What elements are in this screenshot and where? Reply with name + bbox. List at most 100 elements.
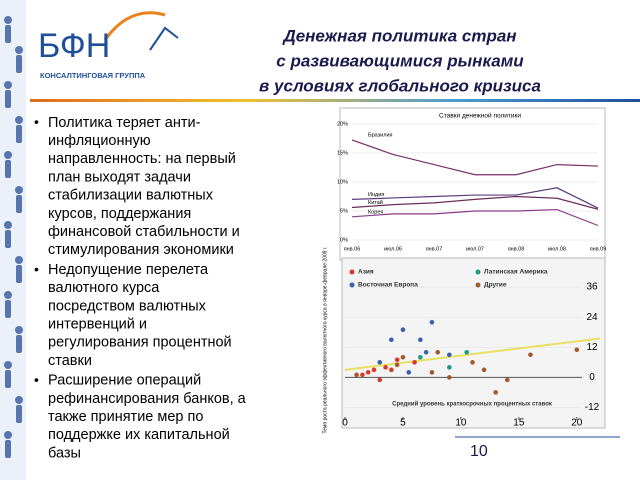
- data-point: [504, 377, 510, 383]
- bullet-text: валютного курса: [48, 280, 160, 296]
- data-point: [412, 360, 417, 365]
- legend-label: Латинская Америка: [484, 269, 548, 276]
- bullet-marker: •: [34, 372, 39, 388]
- y-axis-label: Темп роста реального эффективного валютн…: [322, 246, 328, 433]
- y-tick-label: 0%: [340, 237, 348, 243]
- slide-title: Денежная политика стран: [281, 26, 516, 45]
- logo-swoosh: [103, 11, 166, 41]
- bullet-text: также принятие мер по: [48, 409, 203, 425]
- x-tick-label: 15: [513, 418, 525, 429]
- y-tick-label: -12: [585, 402, 600, 413]
- x-tick-label: 0: [342, 418, 348, 429]
- chart-title: Ставки денежной политики: [439, 112, 521, 120]
- bullet-text: инфляционную: [48, 133, 151, 149]
- bullet-text: интервенций и: [48, 317, 147, 333]
- trend-line: [344, 337, 601, 371]
- series-line: [351, 139, 599, 176]
- x-tick-label: янв.06: [344, 246, 361, 252]
- data-point: [394, 362, 400, 368]
- data-point: [464, 349, 470, 355]
- series-label: Корея: [368, 209, 383, 215]
- bullet-text: регулирования процентной: [48, 335, 232, 351]
- header-rule: [30, 99, 640, 102]
- data-point: [389, 337, 394, 343]
- x-tick-label: янв.09: [590, 246, 607, 252]
- data-point: [377, 360, 383, 365]
- data-point: [365, 370, 371, 375]
- data-point: [447, 375, 452, 380]
- data-point: [377, 377, 383, 383]
- data-point: [528, 352, 533, 358]
- legend-label: Восточная Европа: [358, 282, 418, 289]
- data-point: [493, 390, 498, 395]
- data-point: [470, 360, 475, 365]
- bullet-marker: •: [34, 261, 39, 277]
- bullet-marker: •: [34, 114, 39, 130]
- bullet-text: посредством валютных: [48, 298, 207, 314]
- data-point: [400, 327, 406, 333]
- data-point: [429, 319, 435, 325]
- series-label: Бразилия: [368, 132, 393, 138]
- y-tick-label: 10%: [337, 179, 348, 185]
- x-tick-label: июл.07: [466, 246, 484, 252]
- logo-name: БФН: [38, 27, 110, 65]
- bullet-text: план выходят задачи: [48, 169, 191, 185]
- y-tick-label: 5%: [340, 208, 348, 214]
- data-point: [394, 357, 400, 363]
- series-label: Индия: [368, 192, 384, 198]
- data-point: [481, 367, 487, 373]
- bullet-text: базы: [48, 445, 81, 461]
- bullet-text: Политика теряет анти-: [48, 115, 201, 131]
- data-point: [435, 349, 441, 355]
- legend-label: Азия: [358, 269, 374, 276]
- x-tick-label: июл.06: [384, 246, 402, 252]
- y-tick-label: 24: [586, 312, 598, 323]
- data-point: [423, 349, 429, 355]
- x-tick-label: янв.07: [426, 246, 443, 252]
- data-point: [400, 355, 406, 360]
- logo-arrow: [149, 26, 179, 51]
- legend-marker: [475, 282, 481, 288]
- x-tick-label: 10: [455, 418, 467, 429]
- data-point: [574, 347, 580, 353]
- slide-title: в условиях глобального кризиса: [259, 76, 541, 95]
- bullet-text: рефинансирования банков, а: [48, 391, 247, 407]
- series-line: [351, 195, 599, 210]
- legend-label: Другие: [484, 282, 507, 289]
- page-number: 10: [470, 443, 488, 460]
- data-point: [389, 367, 394, 373]
- y-tick-label: 20%: [337, 121, 348, 127]
- logo-subtitle: КОНСАЛТИНГОВАЯ ГРУППА: [40, 71, 146, 80]
- bullet-text: стимулирования экономики: [48, 242, 234, 258]
- figure-strip: [0, 0, 26, 480]
- slide-title: с развивающимися рынками: [276, 51, 524, 70]
- x-tick-label: 20: [571, 418, 583, 429]
- x-tick-label: июл.08: [548, 246, 566, 252]
- data-point: [354, 372, 359, 378]
- bullet-text: ставки: [48, 353, 92, 369]
- series-line: [351, 208, 599, 227]
- y-tick-label: 15%: [337, 150, 348, 156]
- legend-marker: [475, 269, 481, 275]
- bullet-text: направленность: на первый: [48, 151, 236, 167]
- data-point: [447, 352, 452, 358]
- series-line: [351, 187, 599, 209]
- data-point: [360, 372, 365, 378]
- bullet-text: стабилизации валютных: [48, 188, 214, 204]
- x-tick-label: 5: [400, 418, 406, 429]
- series-label: Китай: [368, 199, 383, 206]
- y-tick-label: 36: [586, 282, 598, 293]
- bullet-text: Недопущение перелета: [48, 262, 209, 278]
- data-point: [418, 355, 423, 360]
- data-point: [406, 370, 412, 375]
- data-point: [371, 367, 377, 373]
- data-point: [418, 337, 423, 343]
- x-axis-label: Средний уровень краткосрочных процентных…: [392, 401, 552, 408]
- data-point: [429, 370, 435, 375]
- y-tick-label: 12: [586, 342, 598, 353]
- y-tick-label: 0: [589, 372, 595, 383]
- data-point: [383, 365, 388, 370]
- chart-frame: [339, 107, 606, 261]
- bullet-text: Расширение операций: [48, 373, 201, 389]
